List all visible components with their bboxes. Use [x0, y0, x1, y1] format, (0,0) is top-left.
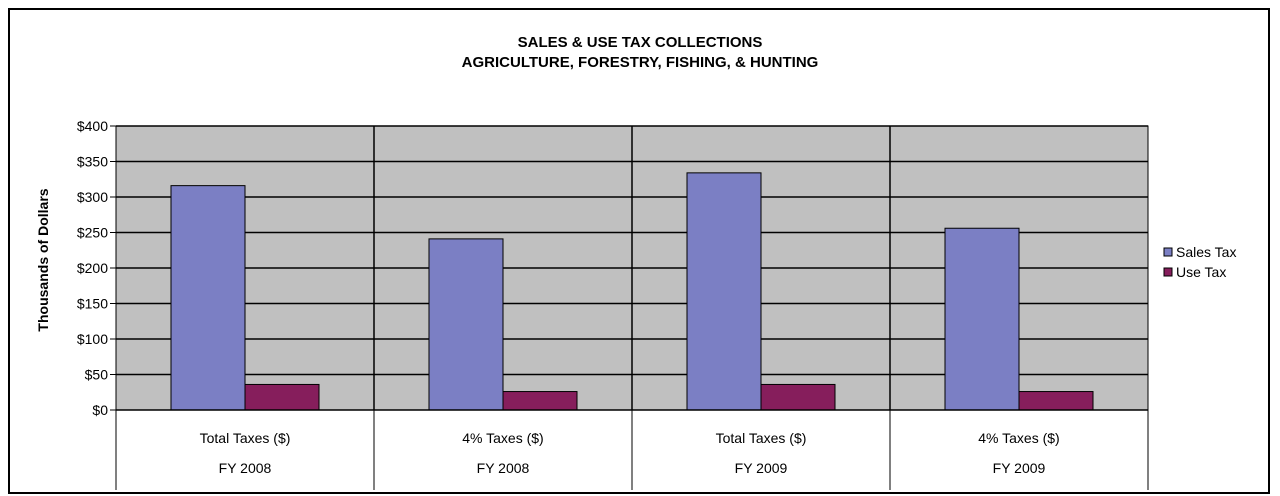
x-group-label: FY 2008 [477, 460, 530, 476]
bar-sales-tax [944, 227, 1020, 411]
x-group-label: FY 2009 [735, 460, 788, 476]
x-category-label: 4% Taxes ($) [978, 430, 1059, 446]
chart-subtitle: AGRICULTURE, FORESTRY, FISHING, & HUNTIN… [462, 54, 819, 71]
plot-area: $0 $50 $100 $150 $200 $250 $300 $350 $400 Total T… [77, 118, 1149, 490]
bar-sales-tax [428, 238, 504, 411]
y-tick-label: $50 [85, 367, 109, 383]
bar-use-tax [502, 391, 578, 411]
y-tick-label: $150 [77, 296, 108, 312]
y-tick-label: $400 [77, 118, 108, 134]
y-tick-label: $300 [77, 189, 108, 205]
legend: Sales Tax Use Tax [1163, 244, 1236, 280]
y-tick-label: $100 [77, 331, 108, 347]
legend-swatch [1163, 247, 1173, 257]
x-group-label: FY 2008 [219, 460, 272, 476]
y-axis-label: Thousands of Dollars [35, 188, 51, 331]
chart-title: SALES & USE TAX COLLECTIONS [518, 34, 763, 51]
x-category-label: 4% Taxes ($) [462, 430, 543, 446]
bar-use-tax [760, 383, 836, 411]
bar-use-tax [244, 383, 320, 411]
legend-label: Sales Tax [1176, 244, 1236, 260]
y-tick-label: $250 [77, 225, 108, 241]
bar-use-tax [1018, 391, 1094, 411]
bar-sales-tax [686, 172, 762, 411]
legend-swatch [1163, 267, 1173, 277]
bar-sales-tax [170, 185, 246, 411]
y-tick-label: $200 [77, 260, 108, 276]
x-group-label: FY 2009 [993, 460, 1046, 476]
y-tick-label: $350 [77, 154, 108, 170]
legend-label: Use Tax [1176, 264, 1226, 280]
y-tick-label: $0 [92, 402, 108, 418]
x-category-label: Total Taxes ($) [716, 430, 807, 446]
x-category-label: Total Taxes ($) [200, 430, 291, 446]
